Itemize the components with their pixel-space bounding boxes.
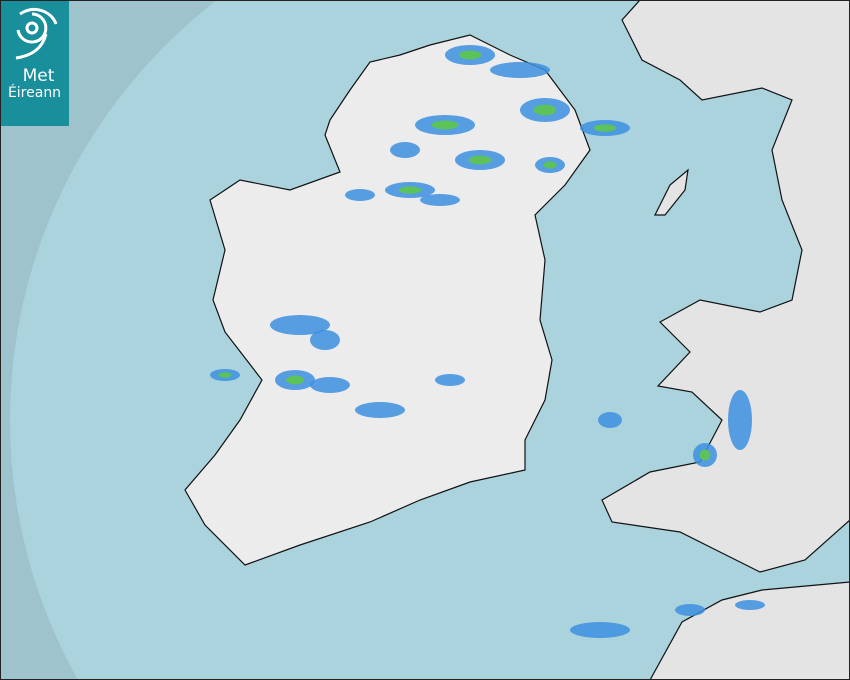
rain-echo <box>490 62 550 78</box>
rain-echo <box>310 377 350 393</box>
rain-echo <box>728 390 752 450</box>
rain-echo <box>675 604 705 616</box>
logo-text-eireann: Éireann <box>7 85 62 101</box>
rain-echo <box>355 402 405 418</box>
rain-echo-moderate <box>286 375 304 385</box>
rain-echo <box>310 330 340 350</box>
rain-echo-moderate <box>533 104 557 116</box>
swirl-logo-icon <box>15 8 57 60</box>
rain-echo-moderate <box>458 50 482 60</box>
rain-echo-moderate <box>543 161 557 169</box>
rain-echo <box>598 412 622 428</box>
rain-echo-moderate <box>431 120 459 130</box>
rain-echo <box>345 189 375 201</box>
rain-echo <box>270 315 330 335</box>
rain-echo-moderate <box>468 155 492 165</box>
rain-echo <box>390 142 420 158</box>
logo-text-met: Met <box>22 66 55 86</box>
rain-echo-moderate <box>398 186 422 194</box>
rain-echo <box>735 600 765 610</box>
rain-echo-moderate <box>218 372 232 378</box>
rain-echo <box>435 374 465 386</box>
land-great-britain <box>601 0 850 573</box>
land-isle-of-man <box>654 168 689 216</box>
rain-echoes <box>210 45 765 638</box>
met-eireann-logo: Met Éireann <box>0 0 69 126</box>
rain-echo-moderate <box>593 124 617 132</box>
rain-echo <box>420 194 460 206</box>
land-cornwall <box>649 581 850 680</box>
rain-echo-moderate <box>699 449 711 461</box>
rain-echo <box>570 622 630 638</box>
